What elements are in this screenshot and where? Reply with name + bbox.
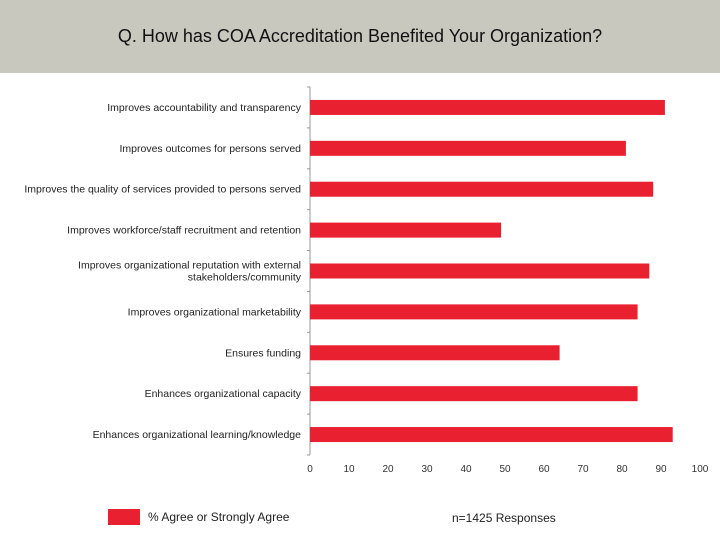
x-tick-label: 90 <box>655 464 667 475</box>
category-label: Ensures funding <box>225 347 301 359</box>
x-tick-label: 40 <box>460 464 472 475</box>
legend: % Agree or Strongly Agree <box>108 509 289 525</box>
bar <box>310 345 560 361</box>
x-tick-label: 10 <box>343 464 355 475</box>
x-tick-label: 0 <box>307 464 313 475</box>
category-label: Improves workforce/staff recruitment and… <box>67 225 301 237</box>
bar <box>310 140 626 156</box>
bar <box>310 222 502 238</box>
category-label: stakeholders/community <box>188 272 302 284</box>
category-label: Improves organizational reputation with … <box>78 260 301 272</box>
x-tick-label: 70 <box>577 464 589 475</box>
legend-swatch <box>108 509 140 525</box>
x-tick-label: 20 <box>382 464 394 475</box>
category-label: Improves outcomes for persons served <box>120 143 302 155</box>
bar <box>310 181 654 197</box>
bar <box>310 386 638 402</box>
bar <box>310 304 638 320</box>
x-tick-label: 60 <box>538 464 550 475</box>
chart-header: Q. How has COA Accreditation Benefited Y… <box>0 0 720 73</box>
bar-chart: Improves accountability and transparency… <box>24 86 709 475</box>
x-tick-label: 50 <box>499 464 511 475</box>
category-label: Improves the quality of services provide… <box>24 184 301 196</box>
bar <box>310 427 673 443</box>
category-label: Improves accountability and transparency <box>107 102 302 114</box>
x-tick-label: 80 <box>616 464 628 475</box>
category-label: Enhances organizational learning/knowled… <box>93 429 302 441</box>
bar <box>310 99 665 115</box>
response-count-note: n=1425 Responses <box>452 511 556 525</box>
category-label: Improves organizational marketability <box>128 306 302 318</box>
category-label: Enhances organizational capacity <box>145 388 302 400</box>
bar <box>310 263 650 279</box>
chart-title: Q. How has COA Accreditation Benefited Y… <box>117 26 603 46</box>
x-tick-label: 30 <box>421 464 433 475</box>
legend-label: % Agree or Strongly Agree <box>148 510 290 524</box>
x-tick-label: 100 <box>692 464 709 475</box>
